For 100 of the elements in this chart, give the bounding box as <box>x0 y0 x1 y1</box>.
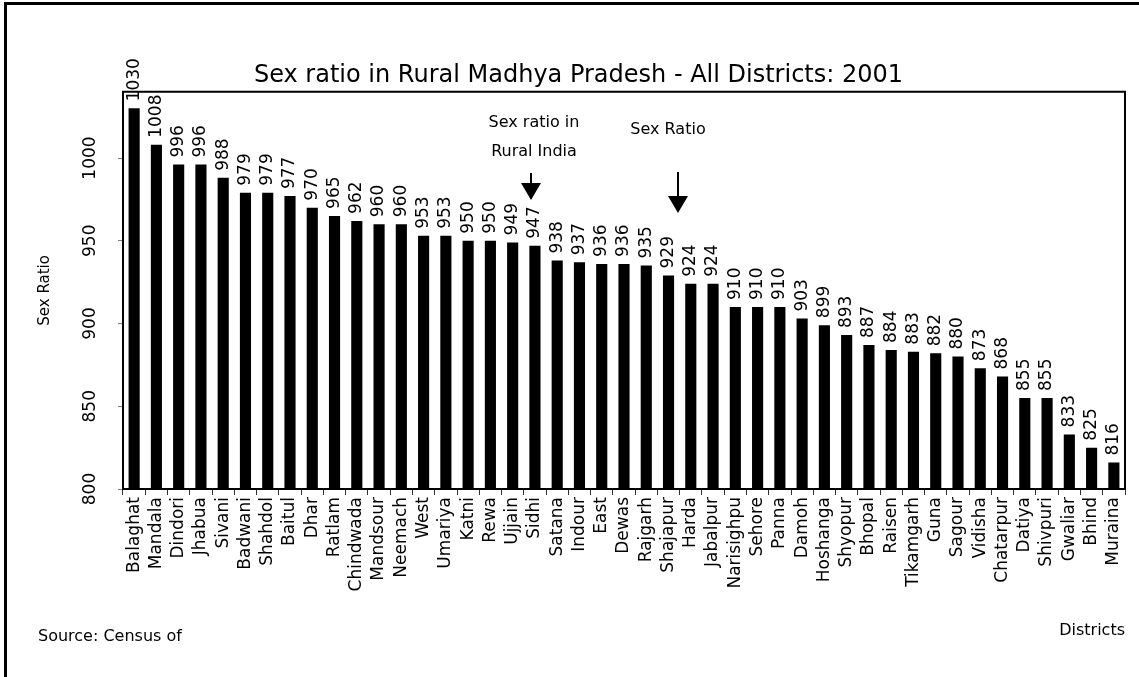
data-label: 887 <box>857 305 878 339</box>
x-tick-label: Damoh <box>790 497 811 559</box>
data-label: 816 <box>1102 423 1123 456</box>
data-label: 903 <box>790 279 811 312</box>
x-tick-label: Ujjain <box>501 497 522 545</box>
x-tick-label: Neemach <box>389 497 410 578</box>
data-label: 1008 <box>144 94 165 138</box>
data-label: 996 <box>189 125 210 158</box>
data-label: 937 <box>567 222 588 256</box>
data-label: 883 <box>901 312 922 345</box>
x-tick-label: Dindori <box>167 497 188 559</box>
x-tick-label: Hoshanga <box>812 497 833 583</box>
data-label: 965 <box>322 176 343 209</box>
data-label: 953 <box>412 196 433 229</box>
data-label: 868 <box>990 337 1011 370</box>
x-tick-label: Gwaliar <box>1057 497 1078 562</box>
x-tick-label: Balaghat <box>122 496 143 573</box>
x-tick-label: Dewas <box>612 496 633 554</box>
x-tick-label: Sehore <box>746 497 767 557</box>
y-tick-label: 900 <box>78 307 99 340</box>
data-label: 873 <box>968 328 989 362</box>
x-tick-label: Shivpuri <box>1035 497 1056 567</box>
y-tick-label: 1000 <box>78 136 99 180</box>
x-tick-label: Bhopal <box>857 497 878 556</box>
x-axis-title: Districts <box>1059 619 1125 639</box>
x-tick-label: Muraina <box>1102 497 1123 566</box>
data-label: 825 <box>1080 408 1101 441</box>
x-tick-label: Ratlam <box>322 497 343 558</box>
y-tick-label: 850 <box>78 390 99 423</box>
data-label: 910 <box>768 267 789 300</box>
data-label: 960 <box>389 184 410 218</box>
x-tick-label: Bhind <box>1080 497 1101 546</box>
x-tick-label: Sivani <box>211 497 232 549</box>
x-tick-label: Dhar <box>300 497 321 539</box>
x-tick-label: Narisighpu <box>723 497 744 589</box>
x-tick-label: Indour <box>567 497 588 552</box>
data-label: 988 <box>211 138 232 171</box>
annotation: Sex Ratio <box>630 119 706 139</box>
x-tick-label: Satana <box>545 497 566 557</box>
data-label: 833 <box>1057 394 1078 428</box>
data-label: 977 <box>278 156 299 190</box>
x-tick-label: Datiya <box>1013 497 1034 553</box>
x-tick-label: Harda <box>679 497 700 549</box>
data-label: 950 <box>478 201 499 234</box>
x-tick-label: Katni <box>456 497 477 541</box>
data-label: 996 <box>167 125 188 158</box>
data-label: 936 <box>612 224 633 257</box>
data-label: 936 <box>590 224 611 257</box>
x-tick-label: Rajgarh <box>634 497 655 563</box>
data-label: 855 <box>1035 358 1056 391</box>
x-tick-label: Rewa <box>478 497 499 543</box>
data-label: 929 <box>656 236 677 269</box>
source-note: Source: Census of <box>38 626 183 646</box>
x-tick-label: Jhabua <box>189 497 210 557</box>
x-tick-label: Panna <box>768 497 789 549</box>
y-axis-title: Sex Ratio <box>34 255 53 326</box>
chart-title: Sex ratio in Rural Madhya Pradesh - All Districts: 2001 <box>253 59 904 88</box>
x-tick-label: Mandsour <box>367 496 388 581</box>
data-label: 899 <box>812 285 833 319</box>
data-label: 979 <box>256 153 277 186</box>
data-label: 979 <box>233 153 254 186</box>
x-tick-label: Chatarpur <box>990 497 1011 583</box>
data-label: 970 <box>300 168 321 201</box>
x-tick-label: West <box>412 496 433 539</box>
data-label: 910 <box>746 267 767 300</box>
y-tick-label: 950 <box>78 224 99 257</box>
data-label: 882 <box>924 313 945 347</box>
x-tick-label: Jabalpur <box>701 496 722 568</box>
x-tick-label: Mandala <box>144 497 165 570</box>
data-label: 935 <box>634 226 655 259</box>
data-label: 855 <box>1013 358 1034 391</box>
x-tick-label: Sidhi <box>523 497 544 539</box>
data-label: 910 <box>723 267 744 300</box>
x-tick-label: East <box>590 496 611 534</box>
data-label: 949 <box>501 202 522 236</box>
data-label: 960 <box>367 184 388 218</box>
data-label: 947 <box>523 206 544 239</box>
x-tick-label: Raisen <box>879 497 900 554</box>
data-label: 893 <box>835 295 856 329</box>
x-tick-label: Umariya <box>434 497 455 569</box>
annotation: Sex ratio in Rural India <box>488 112 580 161</box>
x-tick-label: Guna <box>924 497 945 543</box>
x-tick-label: Shajapur <box>656 497 677 573</box>
data-label: 880 <box>946 317 967 350</box>
x-tick-label: Badwani <box>233 497 254 570</box>
data-label: 953 <box>434 196 455 229</box>
data-label: 1030 <box>122 58 143 102</box>
data-label: 962 <box>345 181 366 214</box>
x-tick-label: Baitul <box>278 497 299 546</box>
x-tick-label: Vidisha <box>968 497 989 559</box>
x-tick-label: Sagour <box>946 497 967 558</box>
data-label: 924 <box>679 244 700 277</box>
data-label: 884 <box>879 310 900 343</box>
y-tick-label: 800 <box>78 472 99 506</box>
data-label: 950 <box>456 201 477 234</box>
x-tick-label: Tikamgarh <box>901 497 922 588</box>
x-tick-label: Chindwada <box>345 497 366 592</box>
data-label: 938 <box>545 221 566 254</box>
data-label: 924 <box>701 244 722 277</box>
x-tick-label: Shyopur <box>835 497 856 568</box>
